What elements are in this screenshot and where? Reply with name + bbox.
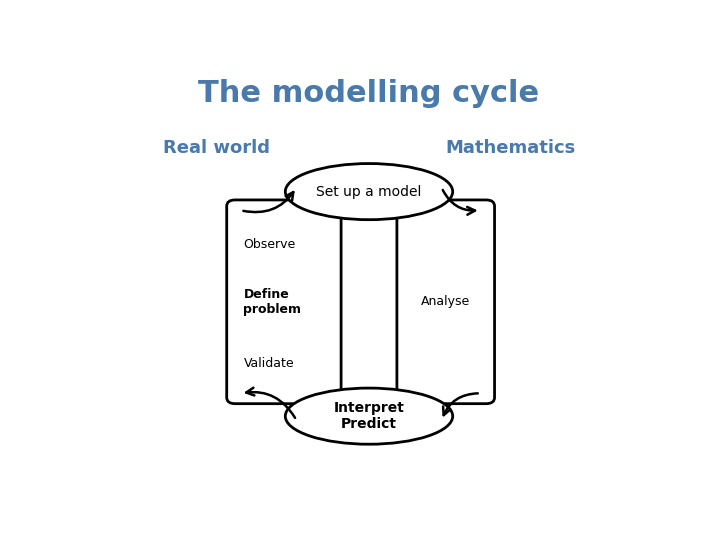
Ellipse shape bbox=[285, 388, 453, 444]
Text: Analyse: Analyse bbox=[421, 295, 470, 308]
Text: Interpret
Predict: Interpret Predict bbox=[333, 401, 405, 431]
Text: Mathematics: Mathematics bbox=[445, 139, 575, 157]
Text: Define
problem: Define problem bbox=[243, 288, 302, 316]
Text: Validate: Validate bbox=[243, 356, 294, 369]
Ellipse shape bbox=[285, 164, 453, 220]
FancyBboxPatch shape bbox=[397, 200, 495, 404]
FancyBboxPatch shape bbox=[227, 200, 341, 404]
Text: The modelling cycle: The modelling cycle bbox=[199, 79, 539, 109]
Text: Observe: Observe bbox=[243, 238, 296, 251]
Text: Real world: Real world bbox=[163, 139, 269, 157]
Text: Set up a model: Set up a model bbox=[316, 185, 422, 199]
